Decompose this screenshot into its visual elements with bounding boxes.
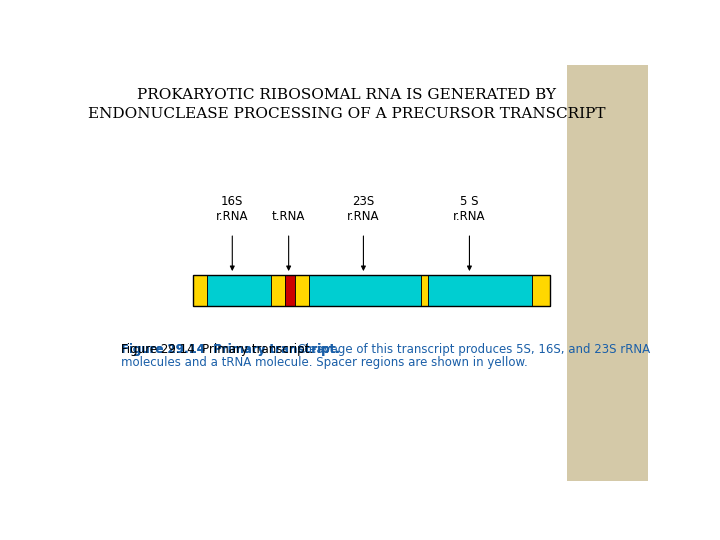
- Text: Figure 29.14  Primary transcript.: Figure 29.14 Primary transcript.: [121, 343, 340, 356]
- Bar: [285, 275, 295, 306]
- Text: 5 S
r.RNA: 5 S r.RNA: [453, 195, 486, 223]
- Text: molecules and a tRNA molecule. Spacer regions are shown in yellow.: molecules and a tRNA molecule. Spacer re…: [121, 356, 528, 369]
- Text: t.RNA: t.RNA: [272, 210, 305, 223]
- Text: Figure 29.14  Primary transcript.: Figure 29.14 Primary transcript.: [121, 343, 312, 356]
- Text: 16S
r.RNA: 16S r.RNA: [216, 195, 248, 223]
- Bar: [207, 275, 271, 306]
- Bar: [193, 275, 207, 306]
- Bar: [533, 275, 550, 306]
- Bar: [421, 275, 428, 306]
- Bar: [567, 65, 648, 481]
- Bar: [428, 275, 533, 306]
- Text: Figure 29.14  Primary transcript.: Figure 29.14 Primary transcript.: [121, 343, 340, 356]
- Bar: [193, 275, 550, 306]
- Bar: [295, 275, 310, 306]
- Text: Cleavage of this transcript produces 5S, 16S, and 23S rRNA: Cleavage of this transcript produces 5S,…: [290, 343, 650, 356]
- Text: PROKARYOTIC RIBOSOMAL RNA IS GENERATED BY
ENDONUCLEASE PROCESSING OF A PRECURSOR: PROKARYOTIC RIBOSOMAL RNA IS GENERATED B…: [88, 87, 606, 121]
- Text: 23S
r.RNA: 23S r.RNA: [347, 195, 379, 223]
- Bar: [310, 275, 421, 306]
- Bar: [271, 275, 285, 306]
